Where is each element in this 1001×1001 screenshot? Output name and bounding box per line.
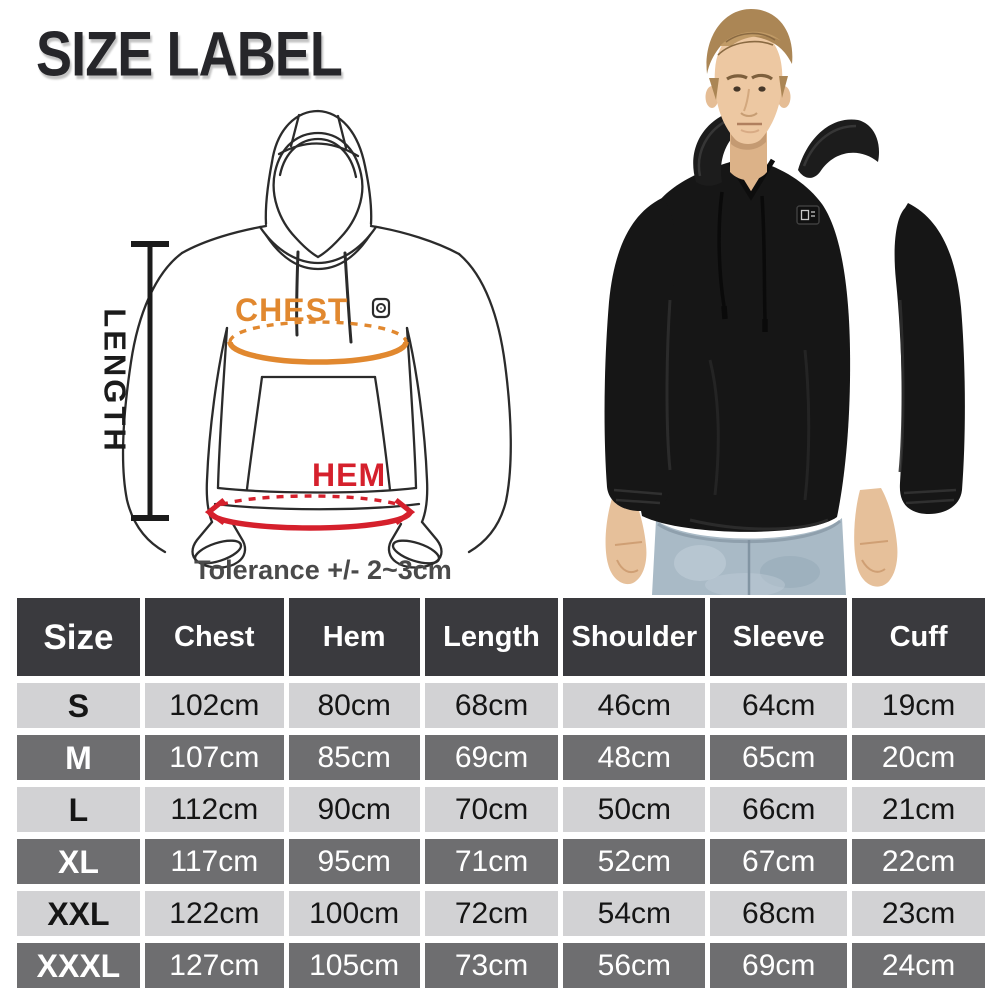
size-row-label-s: S [17,683,140,728]
column-header-shoulder: Shoulder [563,598,706,676]
measurement-cell: 100cm [288,891,420,936]
size-table: Size Chest Hem Length Shoulder Sleeve Cuff S 102… [17,598,985,988]
measurement-cell: 19cm [852,683,985,728]
page-title: SIZE LABEL [36,19,343,90]
measurement-cell: 80cm [288,683,420,728]
measurement-cell: 50cm [563,787,706,832]
measurement-cell: 107cm [144,735,284,780]
column-header-size: Size [17,598,140,676]
measurement-cell: 66cm [710,787,848,832]
chest-measurement-ellipse [227,320,409,365]
measurement-cell: 102cm [144,683,284,728]
measurement-diagram: LENGTH CHEST HEM Tolerance +/- 2~3cm [98,109,512,585]
measurement-cell: 69cm [710,943,848,988]
length-dimension-line [131,241,169,521]
measurement-cell: 24cm [852,943,985,988]
measurement-cell: 67cm [710,839,848,884]
black-hoodie [604,158,965,532]
measurement-cell: 20cm [852,735,985,780]
column-header-sleeve: Sleeve [710,598,848,676]
measurement-cell: 69cm [424,735,559,780]
model-head [705,9,793,181]
drawstrings [717,191,768,332]
column-header-length: Length [424,598,559,676]
right-hand [854,488,898,587]
measurement-cell: 117cm [144,839,284,884]
size-row-label-xxxl: XXXL [17,943,140,988]
size-row-label-xxl: XXL [17,891,140,936]
hoodie-logo-patch [796,205,820,225]
measurement-cell: 112cm [144,787,284,832]
measurement-cell: 54cm [563,891,706,936]
measurement-cell: 95cm [288,839,420,884]
jeans [652,518,846,595]
length-label: LENGTH [98,308,133,453]
measurement-cell: 127cm [144,943,284,988]
measurement-cell: 72cm [424,891,559,936]
column-header-hem: Hem [288,598,420,676]
measurement-cell: 105cm [288,943,420,988]
measurement-cell: 68cm [710,891,848,936]
measurement-cell: 122cm [144,891,284,936]
measurement-cell: 22cm [852,839,985,884]
measurement-cell: 56cm [563,943,706,988]
measurement-cell: 64cm [710,683,848,728]
measurement-cell: 90cm [288,787,420,832]
model-photo [604,9,965,595]
measurement-cell: 65cm [710,735,848,780]
hem-measurement-ellipse [204,494,416,531]
hem-label: HEM [312,457,386,493]
measurement-cell: 68cm [424,683,559,728]
column-header-cuff: Cuff [852,598,985,676]
size-row-label-xl: XL [17,839,140,884]
left-hand [605,492,647,585]
measurement-cell: 73cm [424,943,559,988]
column-header-chest: Chest [144,598,284,676]
measurement-cell: 85cm [288,735,420,780]
measurement-cell: 70cm [424,787,559,832]
measurement-cell: 46cm [563,683,706,728]
measurement-cell: 21cm [852,787,985,832]
hoodie-outline-drawing [121,109,512,569]
chest-logo-icon [371,297,391,319]
measurement-cell: 71cm [424,839,559,884]
size-row-label-l: L [17,787,140,832]
measurement-cell: 23cm [852,891,985,936]
tolerance-note: Tolerance +/- 2~3cm [194,555,452,585]
measurement-cell: 52cm [563,839,706,884]
measurement-cell: 48cm [563,735,706,780]
size-row-label-m: M [17,735,140,780]
chest-label: CHEST [235,292,348,328]
